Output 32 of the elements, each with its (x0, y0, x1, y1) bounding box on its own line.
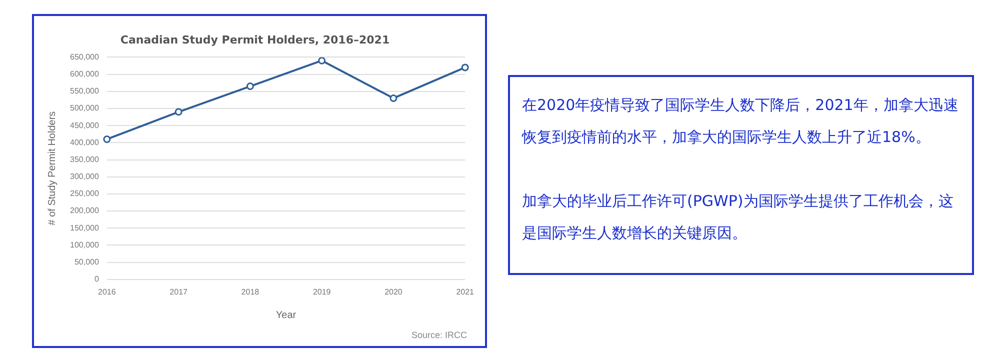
x-tick-label: 2017 (170, 287, 188, 296)
point (103, 135, 111, 143)
point (390, 94, 398, 102)
point (461, 64, 469, 72)
x-tick-label: 2016 (98, 287, 116, 296)
y-tick-label: 650,000 (70, 52, 100, 62)
text: 加拿大的毕业后工作许可(PGWP)为国际学生提供了工作机会，这是国际学生人数增长的关键原因。 (522, 191, 954, 244)
y-tick-label: 250,000 (70, 189, 100, 198)
point (246, 82, 254, 90)
y-tick-label: 100,000 (70, 240, 100, 250)
y-tick-label: 600,000 (70, 69, 100, 78)
y-tick-label: 300,000 (70, 172, 100, 182)
x-tick-label: 2020 (384, 287, 403, 296)
source-note: Source: IRCC (411, 330, 467, 340)
y-tick-label: 550,000 (70, 86, 100, 96)
y-tick-label: 450,000 (70, 120, 100, 130)
x-axis-title: Year (276, 310, 297, 321)
point (318, 57, 326, 64)
y-tick-label: 200,000 (70, 206, 100, 216)
y-tick-label: 400,000 (70, 138, 100, 147)
y-tick-label: 500,000 (70, 104, 100, 113)
point (174, 108, 182, 116)
y-tick-label: 0 (94, 274, 100, 284)
y-axis-title: # of Study Permit Holders (46, 111, 58, 226)
y-tick-label: 50,000 (74, 258, 100, 267)
x-tick-label: 2019 (312, 287, 332, 296)
y-tick-label: 150,000 (70, 223, 100, 232)
y-tick-label: 350,000 (70, 154, 100, 164)
chart-title: Canadian Study Permit Holders, 2016–2021 (120, 33, 390, 46)
x-tick-label: 2018 (241, 287, 260, 296)
text: 在2020年疫情导致了国际学生人数下降后，2021年，加拿大迅速恢复到疫情前的水平，加拿大的国际学生人数上升了近18%。 (522, 95, 960, 148)
x-tick-label: 2021 (456, 287, 475, 296)
